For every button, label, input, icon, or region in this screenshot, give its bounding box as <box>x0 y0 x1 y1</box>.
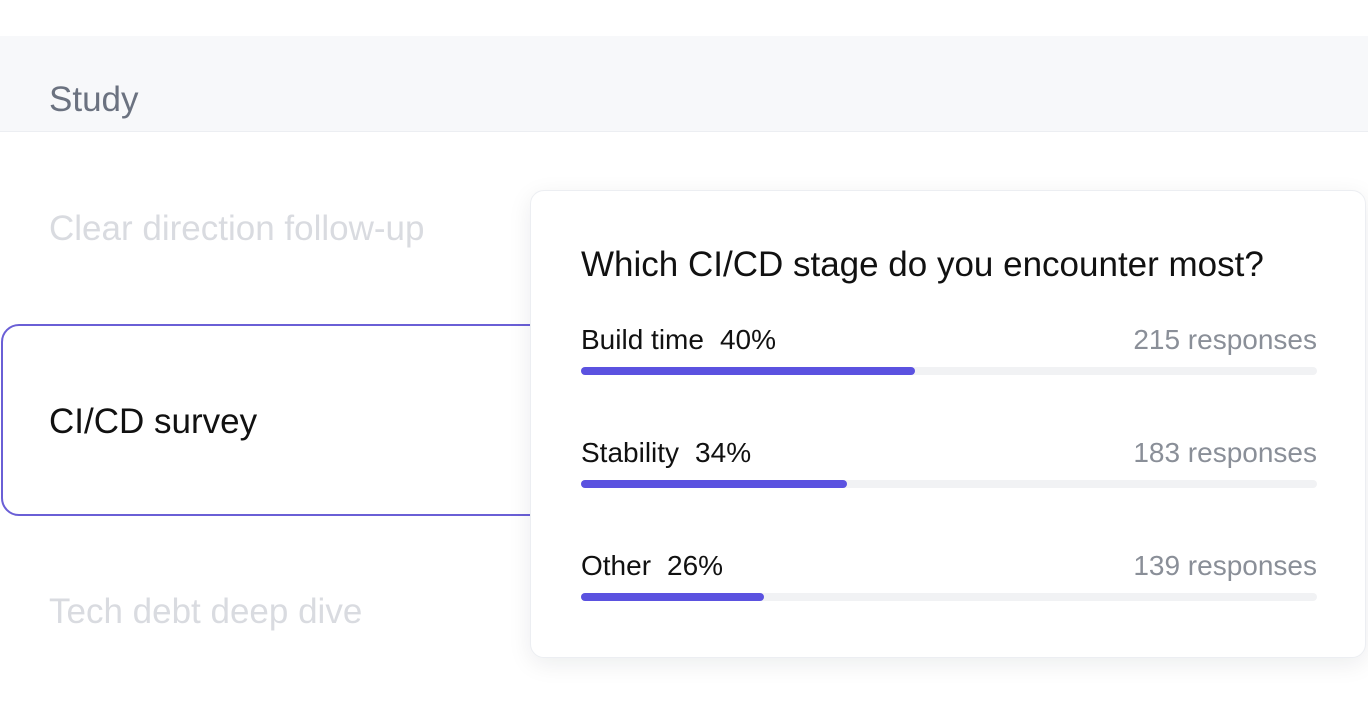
option-name: Build time <box>581 324 704 355</box>
study-item-clear-direction[interactable]: Clear direction follow-up <box>49 209 425 248</box>
survey-results-card: Which CI/CD stage do you encounter most?… <box>530 190 1366 658</box>
progress-track <box>581 367 1317 375</box>
study-item-tech-debt[interactable]: Tech debt deep dive <box>49 592 363 631</box>
progress-track <box>581 480 1317 488</box>
option-response-count: 139 responses <box>1133 550 1317 581</box>
study-header: Study <box>0 36 1368 132</box>
result-option-other: Other 26% 139 responses <box>581 550 1317 610</box>
option-percent: 40% <box>719 324 776 355</box>
option-percent: 26% <box>667 550 724 581</box>
option-percent: 34% <box>695 437 752 468</box>
option-name: Stability <box>581 437 680 468</box>
option-name: Other <box>581 550 652 581</box>
progress-fill <box>581 480 848 488</box>
option-response-count: 183 responses <box>1133 437 1317 468</box>
progress-fill <box>581 367 916 375</box>
study-item-label: CI/CD survey <box>49 402 258 441</box>
study-item-ci-cd-survey[interactable]: CI/CD survey <box>1 324 621 516</box>
study-header-title: Study <box>49 80 139 119</box>
option-response-count: 215 responses <box>1133 324 1317 355</box>
survey-question: Which CI/CD stage do you encounter most? <box>581 245 1264 284</box>
progress-track <box>581 593 1317 601</box>
result-option-stability: Stability 34% 183 responses <box>581 437 1317 497</box>
progress-fill <box>581 593 765 601</box>
result-option-build-time: Build time 40% 215 responses <box>581 324 1317 384</box>
